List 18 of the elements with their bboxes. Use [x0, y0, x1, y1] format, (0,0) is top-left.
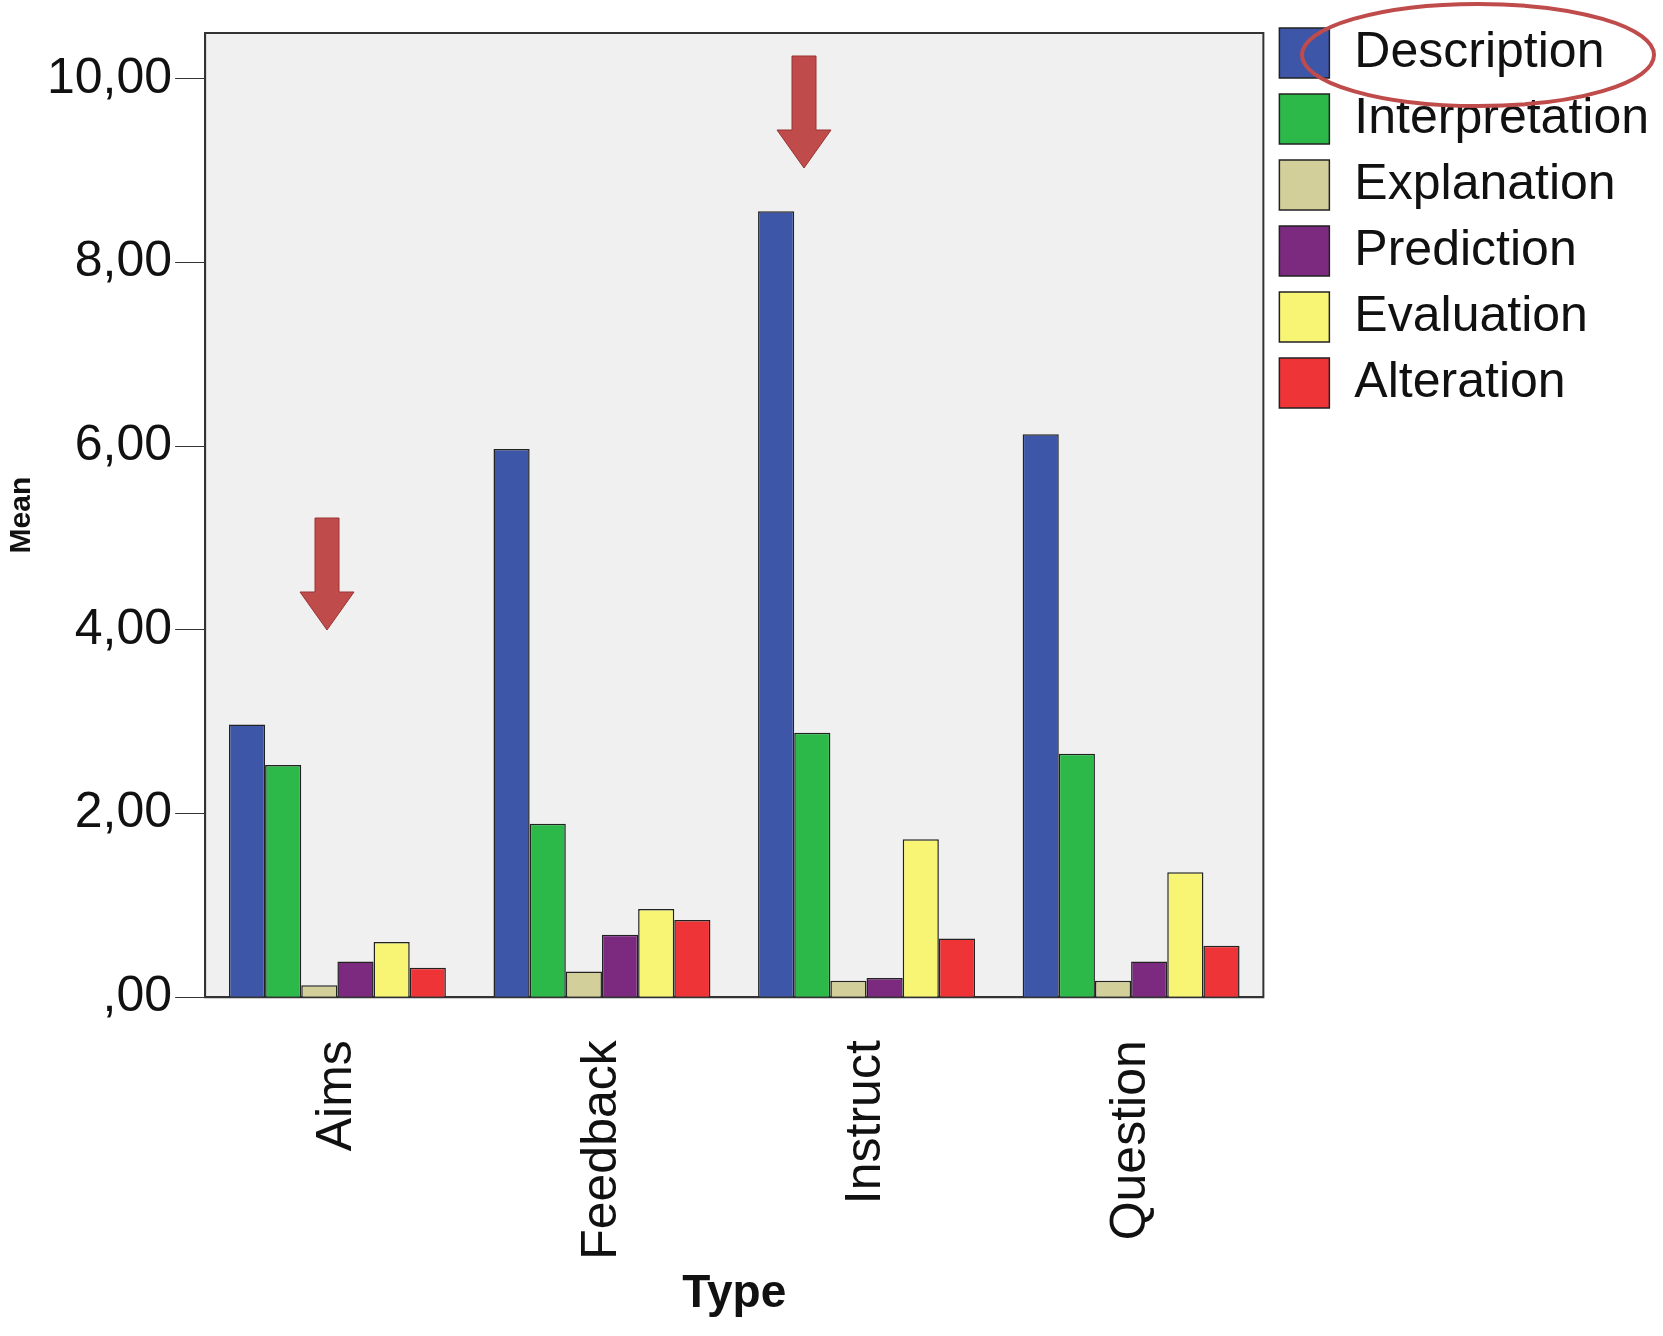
legend-label: Description	[1354, 21, 1605, 78]
y-tick-label: 10,00	[47, 47, 173, 104]
y-tick-label: 2,00	[74, 782, 173, 839]
legend-label: Alteration	[1354, 351, 1566, 408]
y-axis-title: Mean	[3, 476, 37, 554]
legend-label: Evaluation	[1354, 285, 1588, 342]
y-tick-label: 4,00	[74, 598, 173, 655]
x-tick-label: Aims	[306, 1040, 363, 1152]
x-tick-label: Instruct	[835, 1040, 892, 1205]
y-tick-label: 6,00	[74, 415, 173, 472]
x-axis-title: Type	[682, 1265, 787, 1318]
legend-label: Prediction	[1354, 219, 1577, 276]
x-tick-label: Question	[1099, 1040, 1156, 1241]
legend-label: Explanation	[1354, 153, 1616, 210]
y-tick-label: 8,00	[74, 231, 173, 288]
y-tick-label: ,00	[102, 966, 173, 1022]
legend-label: Interpretation	[1354, 87, 1650, 144]
x-tick-label: Feedback	[570, 1039, 627, 1260]
